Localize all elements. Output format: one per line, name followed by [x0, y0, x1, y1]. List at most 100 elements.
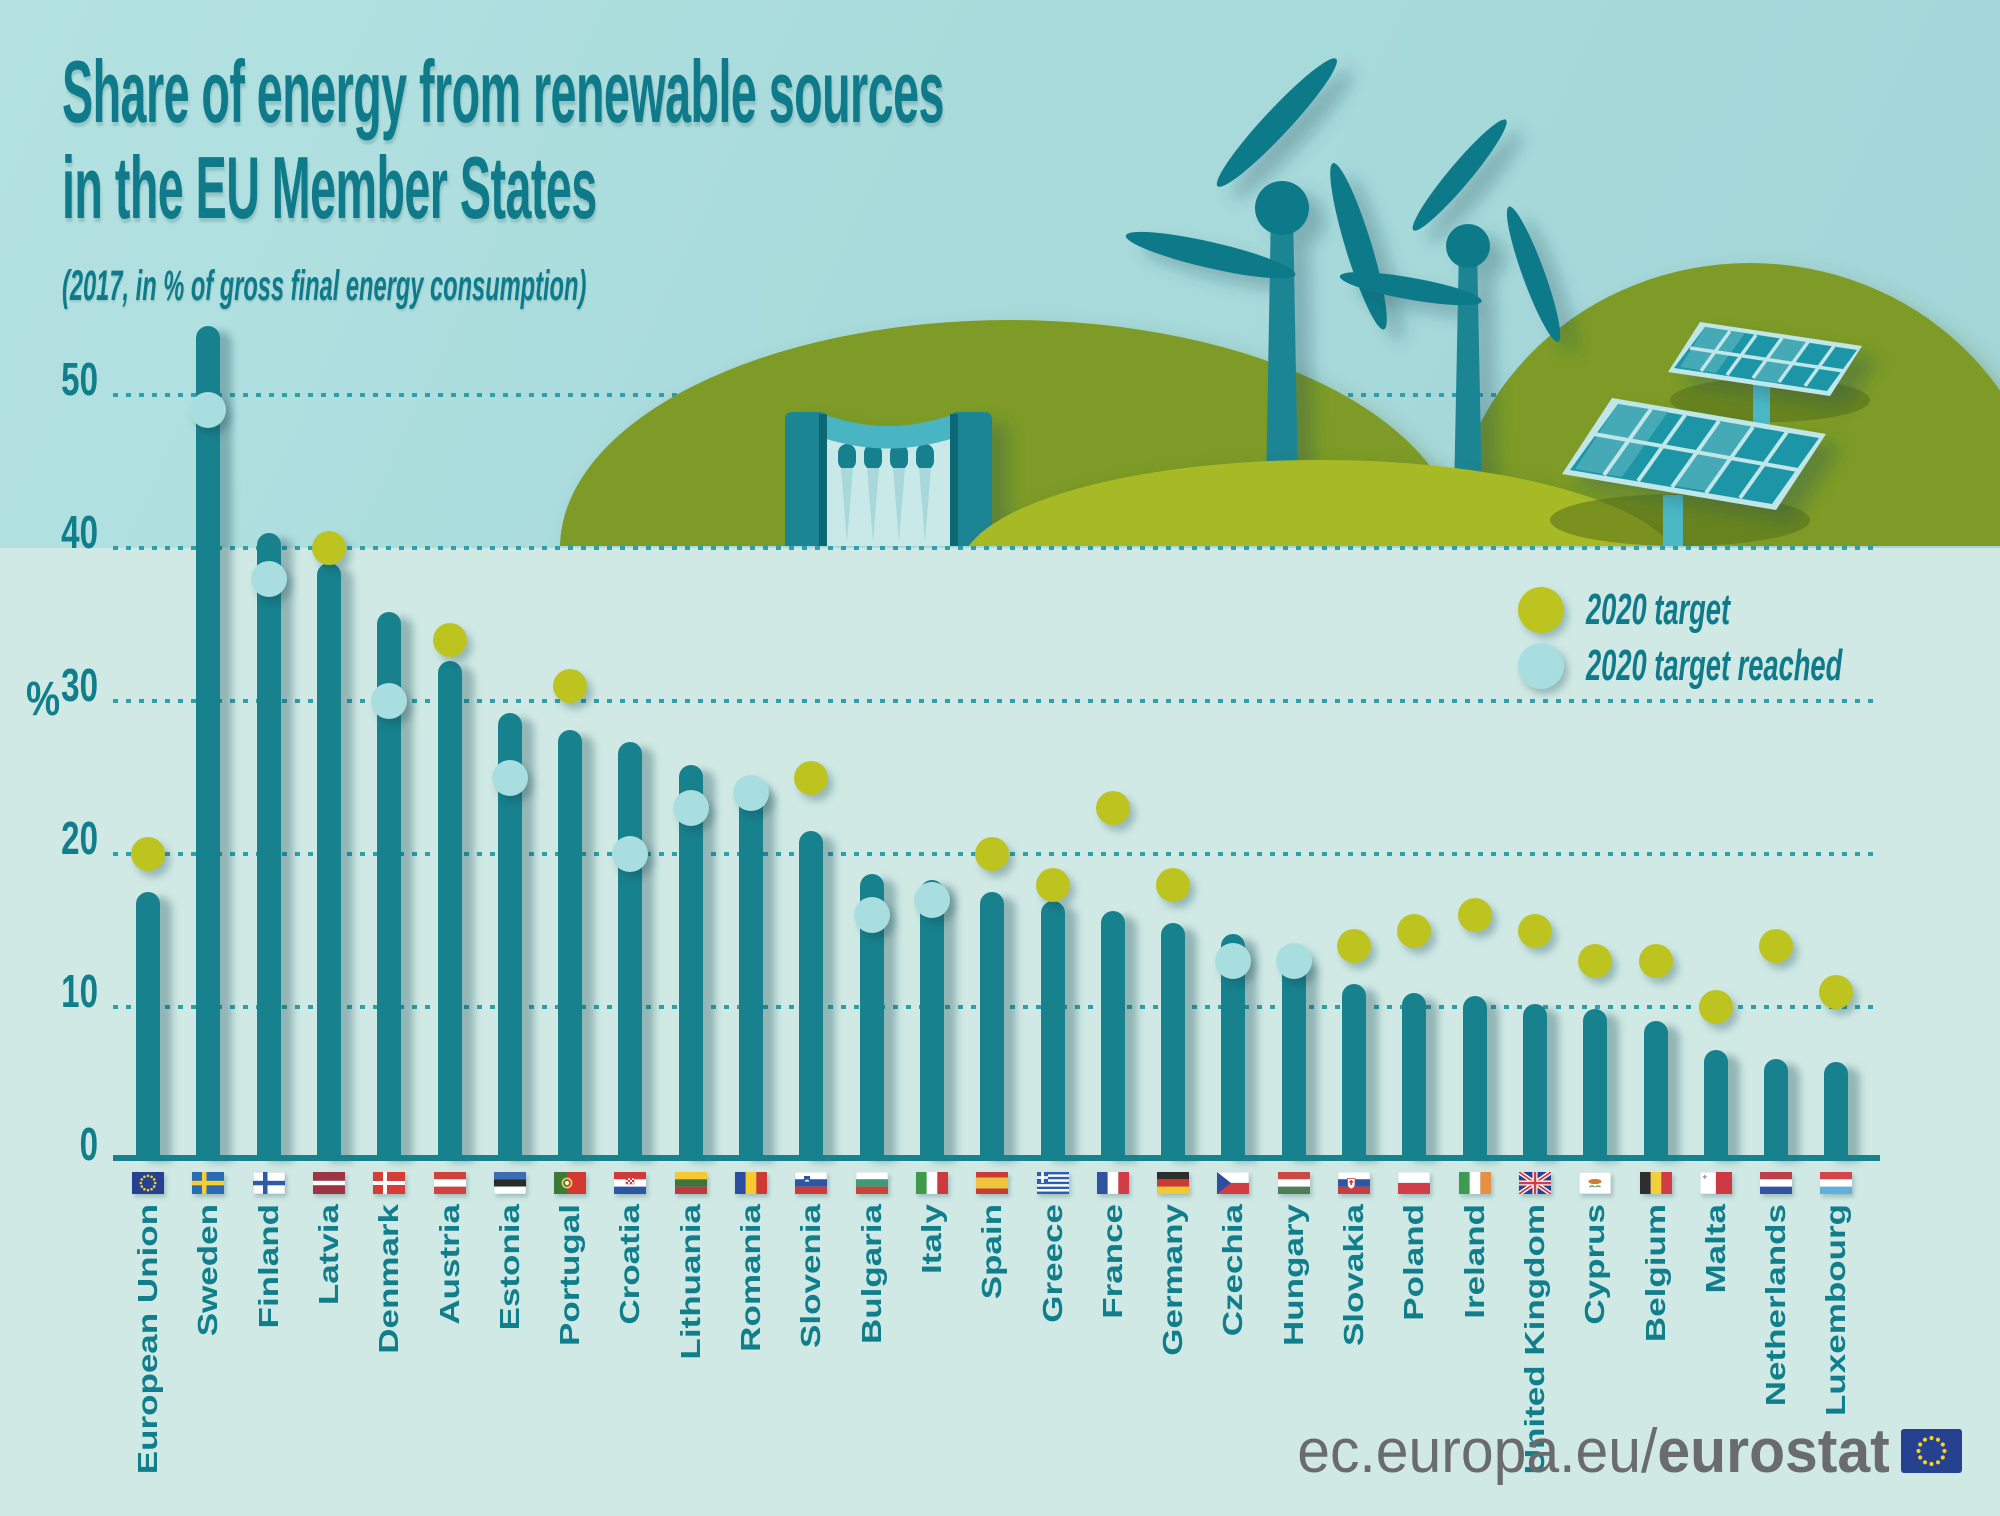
gridline-30 [113, 699, 1880, 703]
y-tick-label-0: 0 [79, 1118, 98, 1170]
legend-row-reached: 2020 target reached [1518, 638, 1999, 694]
title-line-2: in the EU Member States [62, 138, 597, 237]
eu-flag-logo-icon [1901, 1429, 1962, 1473]
country-label-text: Luxembourg [1820, 1204, 1852, 1416]
country-label-text: Spain [976, 1204, 1008, 1300]
target-dot-luxembourg [1819, 974, 1854, 1009]
page-subtitle: (2017, in % of gross final energy consum… [62, 262, 587, 310]
flag-france-icon [1096, 1172, 1129, 1194]
country-label-text: Malta [1699, 1204, 1731, 1294]
country-label-text: Portugal [554, 1204, 586, 1346]
flag-ireland-icon [1458, 1172, 1491, 1194]
footer-site: ec.europa.eu/ [1297, 1417, 1658, 1486]
country-label-text: Slovakia [1338, 1204, 1370, 1347]
flag-spain-icon [976, 1172, 1009, 1194]
gridline-40 [113, 546, 1880, 550]
country-label-text: Greece [1036, 1204, 1068, 1323]
country-label-text: Slovenia [795, 1204, 827, 1348]
flag-poland-icon [1398, 1172, 1431, 1194]
country-label-text: Romania [735, 1204, 767, 1352]
flag-united-kingdom-icon [1518, 1172, 1551, 1194]
bar-ireland [1462, 996, 1487, 1157]
bar-germany [1161, 922, 1186, 1157]
flag-latvia-icon [312, 1172, 345, 1194]
country-label-lithuania: Lithuania [674, 1204, 708, 1516]
country-label-austria: Austria [433, 1204, 467, 1516]
flag-hungary-icon [1277, 1172, 1310, 1194]
country-label-sweden: Sweden [191, 1204, 225, 1516]
target-reached-dot-finland [250, 560, 287, 597]
target-reached-dot-estonia [491, 759, 528, 796]
bar-spain [980, 892, 1005, 1157]
bar-netherlands [1764, 1059, 1789, 1157]
legend-label-target: 2020 target [1586, 585, 1731, 634]
target-dot-austria [432, 622, 467, 657]
footer-brand: eurostat [1657, 1417, 1890, 1486]
flag-italy-icon [915, 1172, 948, 1194]
flag-european-union-icon [132, 1172, 164, 1194]
country-label-text: Bulgaria [855, 1204, 887, 1345]
country-label-text: Cyprus [1579, 1204, 1611, 1325]
target-dot-icon [1518, 587, 1564, 633]
flag-luxembourg-icon [1820, 1172, 1853, 1194]
target-dot-france [1095, 791, 1130, 826]
y-tick-label-20: 20 [61, 812, 98, 864]
flag-estonia-icon [493, 1172, 526, 1194]
target-dot-cyprus [1578, 944, 1613, 979]
target-dot-spain [975, 837, 1010, 871]
bar-portugal [558, 730, 583, 1157]
target-dot-european-union [131, 837, 165, 871]
country-label-text: European Union [132, 1204, 164, 1475]
country-label-text: Croatia [614, 1204, 646, 1325]
bar-romania [739, 785, 763, 1157]
target-reached-dot-romania [733, 774, 769, 811]
flag-finland-icon [252, 1172, 285, 1194]
flag-austria-icon [433, 1172, 466, 1194]
country-label-latvia: Latvia [312, 1204, 346, 1516]
chart-legend: 2020 target 2020 target reached [1518, 582, 1999, 694]
country-label-estonia: Estonia [493, 1204, 527, 1516]
country-label-text: Finland [252, 1204, 284, 1329]
target-reached-dot-hungary [1275, 943, 1312, 980]
country-label-germany: Germany [1156, 1204, 1190, 1516]
bar-france [1100, 910, 1125, 1157]
bar-italy [919, 880, 944, 1157]
target-reached-dot-icon [1518, 643, 1564, 689]
target-reached-dot-sweden [190, 392, 227, 429]
target-dot-belgium [1638, 944, 1673, 979]
bar-cyprus [1583, 1008, 1608, 1157]
flag-portugal-icon [554, 1172, 587, 1194]
country-label-text: Italy [915, 1204, 948, 1275]
flag-lithuania-icon [674, 1172, 707, 1194]
target-reached-dot-bulgaria [853, 897, 890, 934]
target-dot-latvia [311, 531, 346, 565]
country-label-italy: Italy [915, 1204, 949, 1516]
target-reached-dot-italy [913, 881, 950, 918]
country-label-text: Sweden [192, 1204, 224, 1337]
country-label-greece: Greece [1036, 1204, 1070, 1516]
country-label-text: Estonia [493, 1204, 525, 1331]
flag-bulgaria-icon [855, 1172, 888, 1194]
country-label-text: Hungary [1277, 1204, 1309, 1346]
bar-luxembourg [1824, 1062, 1849, 1157]
country-label-text: Denmark [373, 1204, 405, 1354]
bar-poland [1402, 993, 1427, 1157]
bar-lithuania [678, 765, 703, 1157]
bar-slovakia [1342, 984, 1366, 1157]
flag-denmark-icon [373, 1172, 406, 1194]
gridline-50 [113, 393, 1880, 397]
flag-croatia-icon [614, 1172, 647, 1194]
title-line-1: Share of energy from renewable sources [62, 42, 944, 141]
country-label-text: Netherlands [1760, 1204, 1792, 1407]
y-axis-unit-label: % [26, 673, 61, 726]
country-label-portugal: Portugal [553, 1204, 587, 1516]
country-label-czechia: Czechia [1216, 1204, 1250, 1516]
target-dot-poland [1397, 913, 1432, 948]
target-reached-dot-czechia [1215, 943, 1252, 980]
legend-row-target: 2020 target [1518, 582, 1999, 638]
target-dot-netherlands [1759, 928, 1794, 963]
country-label-text: Austria [433, 1204, 465, 1325]
country-label-text: Belgium [1639, 1204, 1671, 1343]
country-label-text: Czechia [1217, 1204, 1249, 1337]
